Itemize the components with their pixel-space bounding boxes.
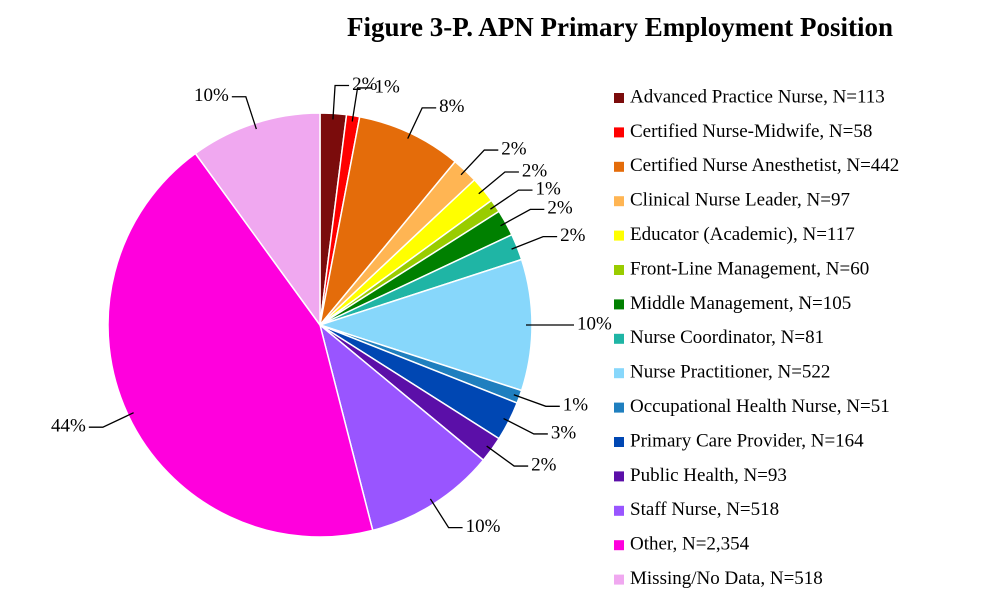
data-label: 1% bbox=[375, 76, 401, 97]
leader-line bbox=[490, 189, 533, 210]
data-label: 3% bbox=[551, 422, 577, 443]
legend-swatch bbox=[614, 574, 624, 585]
chart-title: Figure 3-P. APN Primary Employment Posit… bbox=[347, 12, 893, 42]
legend-swatch bbox=[614, 540, 624, 551]
leader-line bbox=[511, 236, 558, 250]
legend-label: Advanced Practice Nurse, N=113 bbox=[630, 86, 885, 107]
leader-line bbox=[478, 171, 519, 195]
data-label: 2% bbox=[531, 454, 557, 475]
leader-line bbox=[513, 394, 560, 407]
data-label: 2% bbox=[501, 138, 526, 159]
legend-label: Nurse Practitioner, N=522 bbox=[630, 362, 830, 383]
legend-label: Certified Nurse-Midwife, N=58 bbox=[630, 121, 872, 142]
leader-line bbox=[503, 417, 548, 435]
data-label: 1% bbox=[535, 178, 561, 199]
legend-swatch bbox=[614, 299, 624, 310]
legend-swatch bbox=[614, 505, 624, 516]
leader-line bbox=[351, 87, 372, 122]
legend-swatch bbox=[614, 127, 624, 138]
data-label: 1% bbox=[563, 395, 589, 416]
leader-line bbox=[460, 149, 499, 176]
data-label: 2% bbox=[522, 160, 548, 181]
leader-line bbox=[500, 208, 545, 227]
legend-label: Middle Management, N=105 bbox=[630, 293, 851, 314]
legend-swatch bbox=[614, 161, 624, 172]
leader-line bbox=[429, 498, 463, 529]
leader-line bbox=[88, 412, 134, 428]
legend-label: Certified Nurse Anesthetist, N=442 bbox=[630, 155, 899, 176]
data-label: 10% bbox=[466, 516, 501, 537]
legend-label: Front-Line Management, N=60 bbox=[630, 258, 869, 279]
legend-label: Clinical Nurse Leader, N=97 bbox=[630, 190, 850, 211]
legend-swatch bbox=[614, 333, 624, 344]
legend-swatch bbox=[614, 471, 624, 482]
legend-label: Missing/No Data, N=518 bbox=[630, 568, 823, 589]
leader-line bbox=[407, 107, 437, 139]
leader-line bbox=[231, 96, 257, 130]
legend-swatch bbox=[614, 368, 624, 379]
leader-line bbox=[486, 445, 529, 467]
data-label: 2% bbox=[352, 74, 378, 95]
legend-swatch bbox=[614, 437, 624, 447]
legend-swatch bbox=[614, 196, 624, 207]
data-label: 2% bbox=[560, 225, 586, 246]
legend-label: Occupational Health Nurse, N=51 bbox=[630, 396, 890, 417]
data-label: 44% bbox=[51, 416, 86, 437]
legend-label: Nurse Coordinator, N=81 bbox=[630, 327, 824, 348]
legend-swatch bbox=[614, 230, 624, 241]
data-label: 8% bbox=[439, 96, 465, 117]
legend-label: Other, N=2,354 bbox=[630, 534, 750, 555]
legend-label: Educator (Academic), N=117 bbox=[630, 224, 855, 245]
legend-label: Public Health, N=93 bbox=[630, 465, 787, 486]
legend-label: Staff Nurse, N=518 bbox=[630, 499, 779, 520]
legend-swatch bbox=[614, 265, 624, 275]
leader-line bbox=[332, 84, 350, 120]
legend-swatch bbox=[614, 93, 624, 103]
data-label: 10% bbox=[194, 85, 229, 106]
legend-label: Primary Care Provider, N=164 bbox=[630, 430, 864, 451]
data-label: 2% bbox=[547, 198, 573, 219]
legend-swatch bbox=[614, 402, 624, 413]
data-label: 10% bbox=[577, 313, 612, 334]
